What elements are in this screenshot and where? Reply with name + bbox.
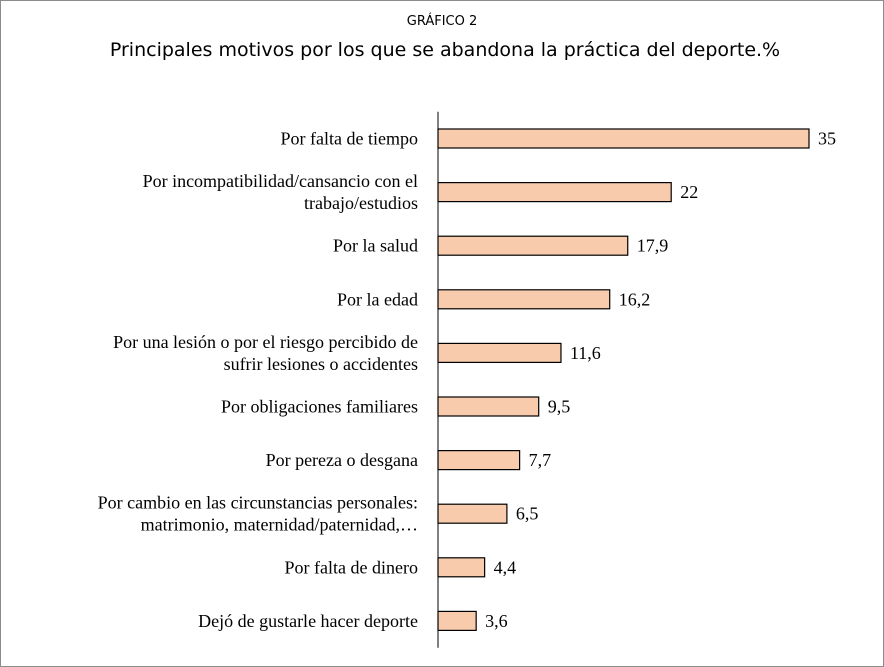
bar	[437, 557, 486, 578]
category-label: Por falta de dinero	[285, 557, 418, 577]
chart-supertitle: GRÁFICO 2	[406, 14, 478, 29]
bar-value-label: 7,7	[529, 450, 552, 470]
bar-value-label: 9,5	[548, 397, 571, 417]
bar	[437, 503, 508, 524]
category-label: sufrir lesiones o accidentes	[224, 354, 418, 374]
bar	[437, 235, 629, 256]
category-label: Dejó de gustarle hacer deporte	[198, 611, 418, 631]
bar-value-label: 6,5	[516, 504, 539, 524]
bar-value-label: 35	[818, 129, 836, 149]
bar-value-label: 22	[680, 182, 698, 202]
bar-value-label: 16,2	[619, 289, 651, 309]
category-label: matrimonio, maternidad/paternidad,…	[141, 515, 418, 535]
category-label: Por la salud	[333, 236, 418, 256]
chart-title: Principales motivos por los que se aband…	[109, 39, 781, 61]
bar	[437, 450, 521, 471]
bar	[437, 342, 562, 363]
category-label: Por cambio en las circunstancias persona…	[98, 493, 418, 513]
bar-value-label: 4,4	[494, 557, 517, 577]
category-label: Por una lesión o por el riesgo percibido…	[113, 332, 418, 352]
category-label: trabajo/estudios	[304, 193, 418, 213]
bar-value-label: 17,9	[637, 236, 669, 256]
bar	[437, 128, 810, 149]
bar-value-label: 3,6	[485, 611, 508, 631]
bar	[437, 610, 477, 632]
bar-value-label: 11,6	[570, 343, 601, 363]
category-label: Por pereza o desgana	[266, 450, 418, 470]
category-label: Por incompatibilidad/cansancio con el	[143, 171, 418, 191]
bar	[437, 182, 672, 203]
bar	[437, 289, 611, 310]
category-label: Por falta de tiempo	[281, 129, 418, 149]
category-label: Por la edad	[337, 289, 418, 309]
category-label: Por obligaciones familiares	[221, 397, 418, 417]
bar	[437, 396, 540, 417]
